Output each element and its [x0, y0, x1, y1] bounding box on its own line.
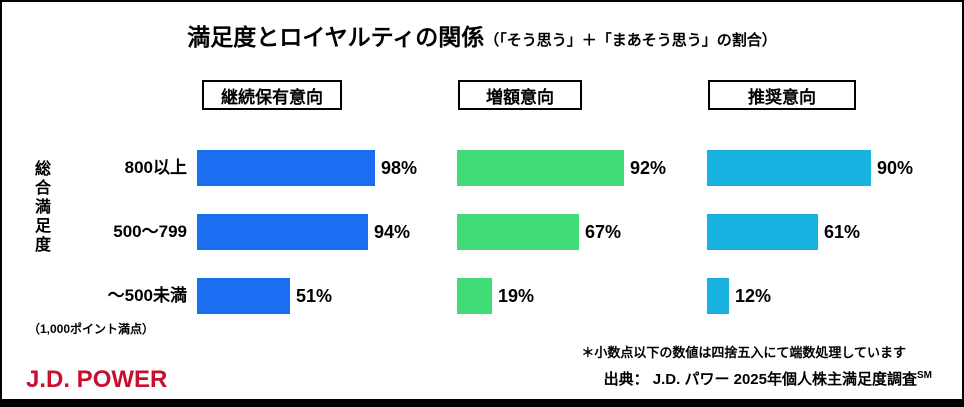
bar-継続保有意向-800以上 [197, 150, 375, 186]
bar-継続保有意向-～500未満 [197, 278, 290, 314]
bar-推奨意向-～500未満 [707, 278, 729, 314]
rounding-footnote: ＊小数点以下の数値は四捨五入にて端数処理しています [581, 345, 906, 360]
bar-value-label: 90% [877, 157, 914, 178]
bar-row: 61% [707, 214, 962, 250]
bar-value-label: 19% [498, 285, 535, 306]
bar-推奨意向-500～799 [707, 214, 818, 250]
bar-row: 90% [707, 150, 962, 186]
source-superscript: SM [917, 370, 932, 381]
bar-panel-retention: 98% 94% 51% [197, 150, 455, 342]
bar-増額意向-500～799 [457, 214, 579, 250]
bar-value-label: 98% [381, 157, 418, 178]
bar-row: 98% [197, 150, 455, 186]
source-line: 出典： J.D. パワー 2025年個人株主満足度調査SM [604, 368, 932, 389]
series-header-retention: 継続保有意向 [202, 80, 342, 110]
category-label: 800以上 [124, 158, 187, 177]
category-label: 500～799 [113, 222, 187, 241]
y-axis-label: 総合満足度 [32, 160, 49, 255]
bar-row: 51% [197, 278, 455, 314]
bar-row: 92% [457, 150, 705, 186]
bar-panel-increase: 92% 67% 19% [457, 150, 705, 342]
bar-value-label: 61% [824, 221, 861, 242]
chart-title: 満足度とロイヤルティの関係（「そう思う」＋「まあそう思う」の割合） [2, 18, 962, 52]
bar-row: 12% [707, 278, 962, 314]
bar-row: 67% [457, 214, 705, 250]
bar-value-label: 51% [296, 285, 333, 306]
bar-value-label: 92% [630, 157, 667, 178]
series-header-increase: 増額意向 [458, 80, 582, 110]
bottom-rule [2, 399, 962, 405]
source-label: 出典： [603, 371, 649, 388]
bar-増額意向-800以上 [457, 150, 624, 186]
bar-継続保有意向-500～799 [197, 214, 368, 250]
category-label: ～500未満 [107, 286, 187, 305]
chart-title-sub: （「そう思う」＋「まあそう思う」の割合） [484, 32, 777, 49]
jdpower-logo: J.D. POWER [26, 366, 168, 393]
y-axis-scale-note: （1,000ポイント満点） [28, 322, 155, 336]
category-label-column: 800以上 500～799 ～500未満 [52, 150, 187, 342]
bar-row: 19% [457, 278, 705, 314]
bar-panel-recommend: 90% 61% 12% [707, 150, 962, 342]
source-text: J.D. パワー 2025年個人株主満足度調査 [648, 371, 917, 388]
series-header-recommend: 推奨意向 [708, 80, 856, 110]
chart-title-main: 満足度とロイヤルティの関係 [187, 24, 485, 50]
bar-row: 94% [197, 214, 455, 250]
bar-増額意向-～500未満 [457, 278, 492, 314]
bar-value-label: 67% [585, 221, 622, 242]
bar-value-label: 12% [735, 285, 772, 306]
bar-推奨意向-800以上 [707, 150, 871, 186]
bar-value-label: 94% [374, 221, 411, 242]
